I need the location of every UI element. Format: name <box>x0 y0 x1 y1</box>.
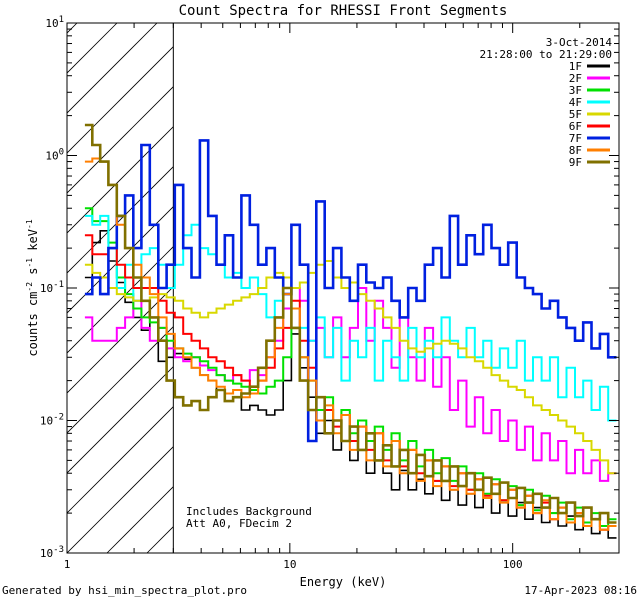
legend-label-8F: 8F <box>569 144 582 157</box>
series-7F-line <box>84 139 617 443</box>
hatch-line <box>67 23 158 114</box>
hatch-line <box>627 23 640 553</box>
legend-label-5F: 5F <box>569 108 582 121</box>
x-tick-label: 10 <box>283 558 296 571</box>
legend-label-9F: 9F <box>569 156 582 169</box>
footer-timestamp: 17-Apr-2023 08:16 <box>524 584 637 597</box>
annotation-attenuator: Att A0, FDecim 2 <box>186 517 292 530</box>
series-2F-line <box>84 287 617 482</box>
footer-generated-by: Generated by hsi_min_spectra_plot.pro <box>2 584 247 597</box>
series-group <box>84 123 617 539</box>
chart-title: Count Spectra for RHESSI Front Segments <box>179 3 508 19</box>
hatched-region <box>67 23 640 553</box>
x-axis-label: Energy (keV) <box>300 575 387 589</box>
y-tick-label: 101 <box>45 15 64 30</box>
x-tick-label: 1 <box>64 558 71 571</box>
legend-label-4F: 4F <box>569 96 582 109</box>
annotation-background: Includes Background <box>186 505 312 518</box>
x-tick-label: 100 <box>503 558 523 571</box>
legend-label-6F: 6F <box>569 120 582 133</box>
hatch-line <box>67 406 174 514</box>
y-tick-label: 10-3 <box>40 545 64 560</box>
time-range-label: 21:28:00 to 21:29:00 <box>480 48 612 61</box>
date-label: 3-Oct-2014 <box>546 36 613 49</box>
legend-label-1F: 1F <box>569 60 582 73</box>
legend-label-3F: 3F <box>569 84 582 97</box>
legend-label-7F: 7F <box>569 132 582 145</box>
y-tick-label: 10-2 <box>40 413 64 428</box>
legend-label-2F: 2F <box>569 72 582 85</box>
hatch-line <box>67 46 174 154</box>
x-tick-labels: 1 10 100 <box>64 558 523 571</box>
y-tick-label: 10-1 <box>40 280 64 295</box>
hatch-line <box>67 246 174 354</box>
y-axis-label: counts cm-2 s-1 keV-1 <box>25 219 40 356</box>
hatch-line <box>67 446 174 553</box>
axis-ticks <box>66 22 620 554</box>
y-tick-labels: 10-3 10-2 10-1 100 101 <box>40 15 64 560</box>
hatch-line <box>67 366 174 474</box>
series-4F-line <box>84 214 617 422</box>
hatch-line <box>67 86 174 194</box>
series-9F-line <box>84 123 617 524</box>
y-tick-label: 100 <box>45 148 64 163</box>
hatch-line <box>67 23 78 34</box>
